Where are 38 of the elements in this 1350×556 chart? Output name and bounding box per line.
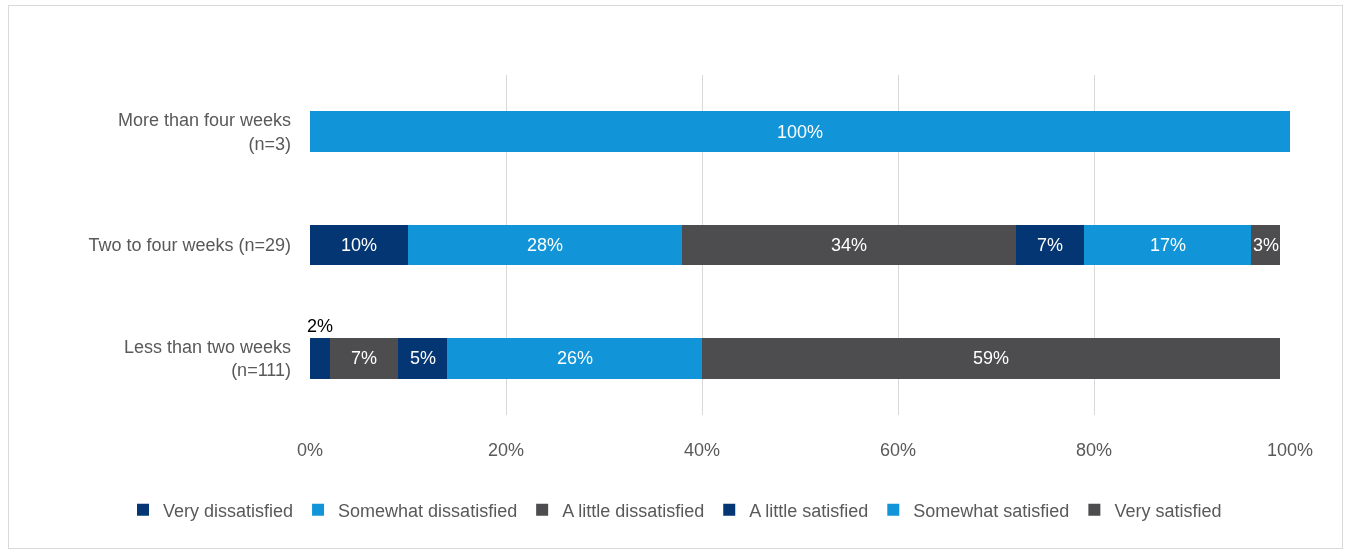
bar bbox=[310, 111, 1290, 153]
y-tick-label: Two to four weeks (n=29) bbox=[88, 235, 291, 256]
y-tick-label: Less than two weeks (n=111) bbox=[123, 336, 291, 381]
x-tick-label: 40% bbox=[683, 440, 721, 460]
data-label: 7% bbox=[1037, 235, 1064, 255]
legend-label: A little satisfied bbox=[749, 500, 869, 521]
legend-label: Somewhat dissatisfied bbox=[338, 500, 518, 521]
data-label: 100% bbox=[777, 122, 824, 142]
data-label: 28% bbox=[527, 235, 564, 255]
x-tick-label: 80% bbox=[1075, 440, 1113, 460]
data-label: 17% bbox=[1150, 235, 1187, 255]
x-tick-label: 20% bbox=[487, 440, 525, 460]
bar bbox=[1084, 224, 1251, 266]
data-label: 2% bbox=[307, 316, 334, 336]
bar bbox=[310, 224, 408, 266]
legend-label: Very dissatisfied bbox=[163, 500, 294, 521]
bar bbox=[310, 337, 330, 379]
x-tick-label: 60% bbox=[879, 440, 917, 460]
bar bbox=[682, 224, 1016, 266]
bar bbox=[398, 337, 448, 379]
legend-label: Somewhat satisfied bbox=[913, 500, 1070, 521]
data-label: 10% bbox=[341, 235, 378, 255]
x-tick-label: 100% bbox=[1266, 440, 1314, 460]
bar bbox=[447, 337, 702, 379]
data-label: 5% bbox=[410, 348, 437, 368]
data-label: 26% bbox=[557, 348, 594, 368]
bar bbox=[329, 337, 399, 379]
data-label: 7% bbox=[351, 348, 378, 368]
bar bbox=[702, 337, 1281, 379]
bar bbox=[1015, 224, 1085, 266]
data-label: 34% bbox=[831, 235, 868, 255]
x-tick-label: 0% bbox=[296, 440, 324, 460]
data-label: 3% bbox=[1253, 235, 1280, 255]
y-tick-label: More than four weeks (n=3) bbox=[117, 110, 291, 154]
data-label: 59% bbox=[973, 348, 1010, 368]
legend-label: A little dissatisfied bbox=[562, 500, 705, 521]
legend-label: Very satisfied bbox=[1114, 500, 1222, 521]
bar bbox=[408, 224, 683, 266]
